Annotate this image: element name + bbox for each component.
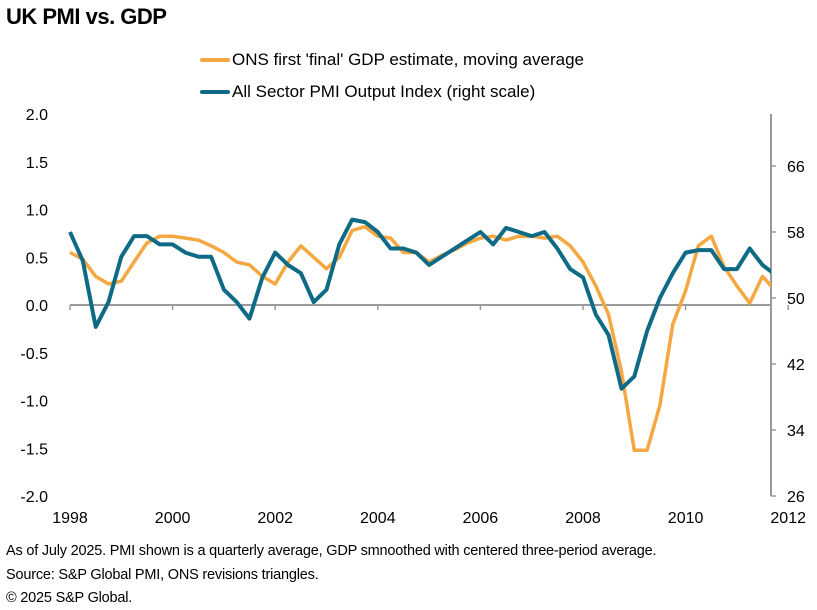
y-right-tick-label: 66 bbox=[787, 159, 805, 176]
footnote-source: Source: S&P Global PMI, ONS revisions tr… bbox=[6, 567, 319, 583]
legend: ONS first 'final' GDP estimate, moving a… bbox=[200, 44, 584, 108]
y-left-tick-label: 0.5 bbox=[26, 250, 48, 267]
y-right-tick-label: 50 bbox=[787, 291, 805, 308]
y-left-tick-label: -0.5 bbox=[20, 346, 48, 363]
x-tick-label: 2002 bbox=[257, 510, 293, 527]
y-left-tick-label: 1.5 bbox=[26, 155, 48, 172]
footnote-note: As of July 2025. PMI shown is a quarterl… bbox=[6, 543, 657, 559]
chart-title: UK PMI vs. GDP bbox=[6, 4, 167, 29]
x-tick-label: 2006 bbox=[463, 510, 499, 527]
x-tick-label: 1998 bbox=[52, 510, 88, 527]
footnote-copyright: © 2025 S&P Global. bbox=[6, 590, 133, 606]
x-tick-label: 2000 bbox=[155, 510, 191, 527]
y-right-tick-label: 26 bbox=[787, 489, 805, 506]
y-left-tick-label: -1.0 bbox=[20, 394, 48, 411]
legend-label-pmi: All Sector PMI Output Index (right scale… bbox=[232, 82, 536, 101]
y-right-tick-label: 58 bbox=[787, 225, 805, 242]
series-line-gdp bbox=[69, 224, 771, 452]
y-right-tick-label: 42 bbox=[787, 357, 805, 374]
y-left-tick-label: -1.5 bbox=[20, 441, 48, 458]
series-line-pmi bbox=[68, 217, 771, 391]
y-left-tick-label: 1.0 bbox=[26, 203, 48, 220]
legend-item-gdp: ONS first 'final' GDP estimate, moving a… bbox=[200, 44, 584, 76]
y-left-tick-label: 0.0 bbox=[26, 298, 48, 315]
x-tick-label: 2008 bbox=[565, 510, 601, 527]
legend-label-gdp: ONS first 'final' GDP estimate, moving a… bbox=[232, 50, 584, 69]
x-tick-label: 2010 bbox=[668, 510, 704, 527]
y-left-tick-label: 2.0 bbox=[26, 107, 48, 124]
legend-swatch-gdp bbox=[200, 58, 230, 62]
y-left-tick-label: -2.0 bbox=[20, 489, 48, 506]
x-tick-label: 2012 bbox=[770, 510, 806, 527]
legend-swatch-pmi bbox=[200, 90, 230, 94]
x-tick-label: 2004 bbox=[360, 510, 396, 527]
y-right-tick-label: 34 bbox=[787, 423, 805, 440]
legend-item-pmi: All Sector PMI Output Index (right scale… bbox=[200, 76, 584, 108]
